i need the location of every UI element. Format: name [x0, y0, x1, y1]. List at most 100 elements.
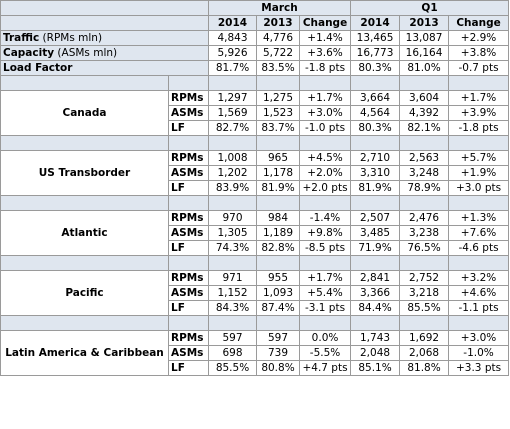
table-cell: +3.9%	[448, 105, 510, 121]
table-cell: 4,776	[256, 30, 300, 46]
separator-cell	[399, 135, 450, 151]
table-cell: 2,563	[399, 150, 450, 166]
table-cell: 1,178	[256, 165, 300, 181]
table-cell: 13,087	[399, 30, 450, 46]
table-cell: +3.6%	[298, 45, 352, 61]
period-header-row: March Q1	[0, 0, 510, 16]
table-cell: +1.4%	[298, 30, 352, 46]
table-cell: +1.3%	[448, 210, 510, 226]
table-cell: 0.0%	[298, 330, 352, 346]
metric-label: LF	[168, 180, 209, 196]
table-cell: 81.8%	[399, 360, 450, 376]
metric-label: ASMs	[168, 225, 209, 241]
table-cell: 2,752	[399, 270, 450, 286]
separator-cell	[0, 255, 169, 271]
column-header: 2014	[208, 15, 257, 31]
table-cell: 3,218	[399, 285, 450, 301]
header-corner	[0, 0, 209, 16]
separator-cell	[298, 195, 352, 211]
table-cell: 3,485	[350, 225, 401, 241]
table-cell: +2.0%	[298, 165, 352, 181]
table-cell: 84.4%	[350, 300, 401, 316]
table-cell: +1.9%	[448, 165, 510, 181]
separator-cell	[350, 135, 401, 151]
table-cell: 2,476	[399, 210, 450, 226]
separator-cell	[208, 75, 257, 91]
table-cell: 4,392	[399, 105, 450, 121]
separator-cell	[256, 135, 300, 151]
table-cell: -1.8 pts	[448, 120, 510, 136]
table-cell: -1.4%	[298, 210, 352, 226]
table-cell: +4.7 pts	[298, 360, 352, 376]
metric-label: RPMs	[168, 90, 209, 106]
table-cell: 84.3%	[208, 300, 257, 316]
metric-label: ASMs	[168, 105, 209, 121]
table-cell: 87.4%	[256, 300, 300, 316]
traffic-label: Traffic (RPMs mln)	[0, 30, 209, 46]
table-cell: 81.9%	[350, 180, 401, 196]
separator-cell	[298, 135, 352, 151]
table-cell: +1.7%	[298, 90, 352, 106]
load-factor-row: Load Factor 81.7% 83.5% -1.8 pts 80.3% 8…	[0, 60, 510, 76]
table-cell: 81.0%	[399, 60, 450, 76]
traffic-row: Traffic (RPMs mln) 4,843 4,776 +1.4% 13,…	[0, 30, 510, 46]
table-cell: -4.6 pts	[448, 240, 510, 256]
table-row: ASMs 1,202 1,178 +2.0% 3,310 3,248 +1.9%	[1, 165, 510, 181]
table-cell: 82.8%	[256, 240, 300, 256]
metric-label: LF	[168, 120, 209, 136]
table-cell: 965	[256, 150, 300, 166]
separator-cell	[399, 75, 450, 91]
column-header-row: 2014 2013 Change 2014 2013 Change	[0, 15, 510, 31]
table-cell: -8.5 pts	[298, 240, 352, 256]
separator-cell	[298, 75, 352, 91]
separator-cell	[448, 255, 510, 271]
table-row: Latin America & Caribbean RPMs 597 597 0.0% 1…	[0, 330, 510, 376]
table-cell: 85.1%	[350, 360, 401, 376]
separator-cell	[0, 135, 169, 151]
table-cell: 3,604	[399, 90, 450, 106]
table-cell: 4,843	[208, 30, 257, 46]
table-cell: +2.9%	[448, 30, 510, 46]
table-row: ASMs 698 739 -5.5% 2,048 2,068 -1.0%	[1, 345, 510, 361]
table-cell: +3.0%	[448, 330, 510, 346]
separator-cell	[399, 255, 450, 271]
table-cell: +3.3 pts	[448, 360, 510, 376]
separator-cell	[168, 315, 209, 331]
table-cell: 3,664	[350, 90, 401, 106]
metric-label: ASMs	[168, 285, 209, 301]
table-cell: 3,310	[350, 165, 401, 181]
separator-cell	[256, 255, 300, 271]
capacity-label: Capacity (ASMs mln)	[0, 45, 209, 61]
table-row: Pacific RPMs 971 955 +1.7% 2,841 2,752 +3.2%	[0, 270, 510, 316]
separator-cell	[168, 195, 209, 211]
table-cell: +5.7%	[448, 150, 510, 166]
table-cell: 81.7%	[208, 60, 257, 76]
table-cell: 3,366	[350, 285, 401, 301]
separator-cell	[0, 195, 169, 211]
table-cell: 1,523	[256, 105, 300, 121]
table-cell: 80.3%	[350, 120, 401, 136]
separator-cell	[256, 315, 300, 331]
table-cell: 984	[256, 210, 300, 226]
table-cell: 80.8%	[256, 360, 300, 376]
table-cell: +3.2%	[448, 270, 510, 286]
table-cell: 2,048	[350, 345, 401, 361]
table-cell: 1,093	[256, 285, 300, 301]
table-cell: 1,008	[208, 150, 257, 166]
table-cell: 82.7%	[208, 120, 257, 136]
section-separator	[0, 255, 510, 271]
region-name: Canada	[0, 90, 169, 136]
capacity-row: Capacity (ASMs mln) 5,926 5,722 +3.6% 16…	[0, 45, 510, 61]
table-cell: 5,926	[208, 45, 257, 61]
load-factor-label: Load Factor	[0, 60, 209, 76]
separator-cell	[0, 315, 169, 331]
table-cell: 3,238	[399, 225, 450, 241]
table-cell: -1.0 pts	[298, 120, 352, 136]
table-cell: 1,202	[208, 165, 257, 181]
table-row: ASMs 1,305 1,189 +9.8% 3,485 3,238 +7.6%	[1, 225, 510, 241]
separator-cell	[168, 135, 209, 151]
separator-cell	[298, 255, 352, 271]
table-cell: 83.7%	[256, 120, 300, 136]
region-name: Latin America & Caribbean	[0, 330, 169, 376]
metric-label: RPMs	[168, 330, 209, 346]
